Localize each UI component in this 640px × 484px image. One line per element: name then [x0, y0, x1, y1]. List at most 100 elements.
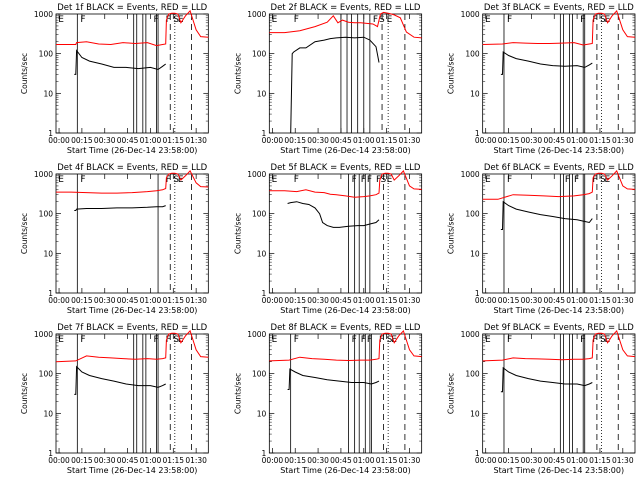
flag-marker: F — [592, 15, 597, 25]
y-axis-label: Counts/sec — [233, 373, 242, 414]
flag-marker: E — [272, 335, 278, 345]
x-tick-label: 00:15 — [498, 296, 520, 305]
chart-panel-2: Det 2f BLACK = Events, RED = LLD 1 10 100 10… — [233, 3, 423, 155]
chart-title: Det 9f BLACK = Events, RED = LLD — [484, 323, 634, 333]
chart-panel-6: Det 6f BLACK = Events, RED = LLD 1 10 100 10… — [447, 163, 636, 315]
plot-frame — [268, 173, 423, 294]
x-tick-label: 01:30 — [612, 456, 634, 465]
x-tick-label: 01:00 — [140, 136, 162, 145]
series-lld-line — [56, 9, 209, 47]
flag-marker: F — [294, 335, 299, 345]
x-tick-label: 00:00 — [475, 136, 497, 145]
flag-marker: E — [272, 15, 278, 25]
x-tick-label: 01:00 — [353, 456, 375, 465]
flag-marker: F — [166, 175, 171, 185]
flag-marker: F — [379, 335, 384, 345]
flag-marker: S — [600, 15, 606, 25]
x-tick-label: 00:45 — [330, 296, 352, 305]
y-tick-label: 100 — [465, 50, 480, 59]
x-tick-label: 00:30 — [94, 136, 116, 145]
y-tick-label: 100 — [39, 210, 54, 219]
x-tick-label: 00:45 — [117, 136, 139, 145]
y-tick-label: 1 — [262, 289, 267, 298]
series-lld-line — [269, 329, 422, 362]
series-lld-line — [269, 11, 422, 39]
x-tick-label: 01:00 — [140, 456, 162, 465]
plot-frame — [55, 333, 209, 454]
y-tick-label: 10 — [470, 89, 480, 98]
plot-frame — [482, 13, 636, 134]
x-tick-label: 01:15 — [162, 296, 184, 305]
x-tick-label: 01:00 — [140, 296, 162, 305]
chart-title: Det 6f BLACK = Events, RED = LLD — [484, 163, 634, 173]
flag-marker: F — [153, 15, 158, 25]
y-tick-label: 1 — [475, 129, 480, 138]
x-tick-label: 00:30 — [307, 456, 329, 465]
y-axis-label: Counts/sec — [20, 373, 29, 414]
y-tick-label: 100 — [252, 50, 267, 59]
plot-frame — [482, 333, 636, 454]
flag-marker: E — [387, 15, 393, 25]
x-tick-label: 01:15 — [376, 296, 398, 305]
chart-panel-7: Det 7f BLACK = Events, RED = LLD 1 10 100 10… — [20, 323, 209, 475]
chart-title: Det 2f BLACK = Events, RED = LLD — [271, 3, 421, 13]
chart-title: Det 4f BLACK = Events, RED = LLD — [57, 163, 207, 173]
plot-frame — [55, 173, 209, 294]
x-axis-label: Start Time (26-Dec-14 23:58:00) — [67, 146, 198, 155]
y-axis-label: Counts/sec — [20, 213, 29, 254]
x-tick-label: 00:15 — [284, 136, 306, 145]
x-axis-label: Start Time (26-Dec-14 23:58:00) — [494, 466, 625, 475]
flag-marker: F — [361, 335, 366, 345]
x-tick-label: 01:15 — [376, 456, 398, 465]
y-axis-label: Counts/sec — [233, 213, 242, 254]
x-tick-label: 00:00 — [48, 456, 70, 465]
x-tick-label: 00:45 — [543, 136, 565, 145]
flag-marker: E — [178, 335, 184, 345]
series-lld-line — [482, 329, 636, 362]
x-tick-label: 00:15 — [71, 296, 93, 305]
y-tick-label: 1 — [48, 289, 53, 298]
x-axis-label: Start Time (26-Dec-14 23:58:00) — [494, 146, 625, 155]
flag-marker: F — [80, 15, 85, 25]
x-tick-label: 01:00 — [353, 136, 375, 145]
x-tick-label: 00:00 — [475, 296, 497, 305]
y-tick-label: 100 — [465, 370, 480, 379]
y-tick-label: 10 — [43, 89, 53, 98]
chart-panel-3: Det 3f BLACK = Events, RED = LLD 1 10 100 10… — [447, 3, 636, 155]
x-tick-label: 00:00 — [262, 136, 284, 145]
y-tick-label: 1000 — [247, 330, 266, 339]
flag-marker: F — [507, 175, 512, 185]
x-tick-label: 01:30 — [185, 456, 207, 465]
flag-marker: E — [485, 335, 491, 345]
x-tick-label: 00:30 — [521, 136, 543, 145]
y-tick-label: 1 — [262, 449, 267, 458]
plot-frame — [55, 13, 209, 134]
x-axis-label: Start Time (26-Dec-14 23:58:00) — [280, 466, 411, 475]
y-tick-label: 10 — [470, 409, 480, 418]
y-tick-label: 10 — [470, 249, 480, 258]
chart-panel-8: Det 8f BLACK = Events, RED = LLD 1 10 100 10… — [233, 323, 423, 475]
x-tick-label: 00:00 — [48, 296, 70, 305]
x-tick-label: 00:30 — [521, 456, 543, 465]
x-tick-label: 00:45 — [330, 136, 352, 145]
x-tick-label: 00:15 — [498, 136, 520, 145]
plot-frame — [482, 173, 636, 294]
x-tick-label: 01:15 — [589, 296, 611, 305]
flag-marker: F — [352, 175, 357, 185]
x-tick-label: 00:30 — [307, 296, 329, 305]
x-tick-label: 00:15 — [498, 456, 520, 465]
series-events-line — [500, 366, 593, 393]
series-events-line — [287, 201, 380, 228]
series-lld-line — [55, 329, 209, 363]
x-tick-label: 01:15 — [589, 136, 611, 145]
flag-marker: E — [58, 175, 64, 185]
chart-title: Det 7f BLACK = Events, RED = LLD — [57, 323, 207, 333]
flag-marker: E — [178, 15, 184, 25]
y-axis-label: Counts/sec — [20, 53, 29, 94]
flag-marker: S — [173, 15, 179, 25]
series-events-line — [287, 368, 380, 390]
flag-marker: S — [379, 15, 385, 25]
x-tick-label: 01:30 — [185, 296, 207, 305]
y-tick-label: 1000 — [461, 330, 480, 339]
y-tick-label: 100 — [252, 370, 267, 379]
